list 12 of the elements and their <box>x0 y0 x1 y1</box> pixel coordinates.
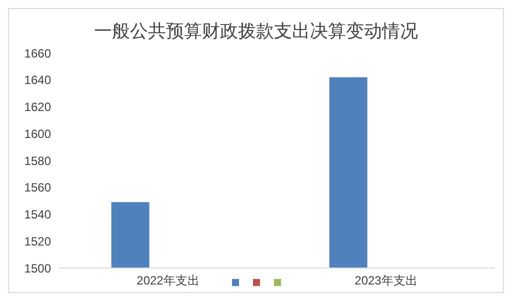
y-tick-label: 1580 <box>24 154 52 168</box>
chart-title: 一般公共预算财政拨款支出决算变动情况 <box>93 20 419 44</box>
y-tick-label: 1500 <box>24 261 52 276</box>
y-tick-label: 1560 <box>24 180 52 195</box>
x-tick-label: 2022年支出 <box>136 274 200 288</box>
y-tick-label: 1620 <box>24 100 52 114</box>
y-tick-label: 1540 <box>24 208 52 222</box>
x-tick-label: 2023年支出 <box>354 274 418 288</box>
y-tick-label: 1640 <box>24 73 52 88</box>
y-tick-label: 1520 <box>24 234 52 248</box>
y-tick-label: 1660 <box>24 46 52 60</box>
y-tick-label: 1600 <box>24 126 52 141</box>
